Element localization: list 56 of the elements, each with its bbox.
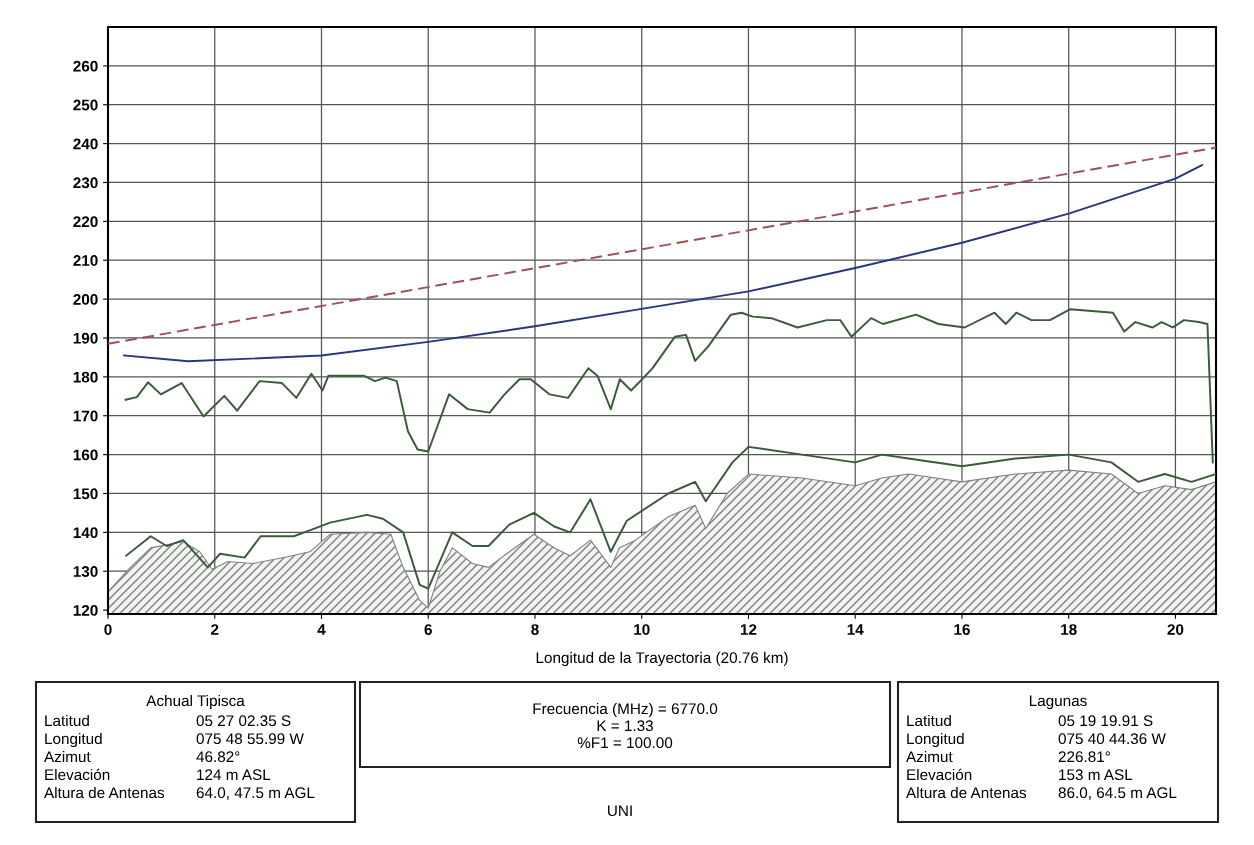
y-tick-label: 150 [73,488,98,500]
text: 226.81° [1058,751,1110,763]
x-tick-label: 4 [317,624,326,635]
line-series [125,445,1216,590]
text: Longitud [45,732,102,748]
text: Longitud [907,732,964,748]
x-tick-label: 0 [104,624,112,635]
x-tick-label: 16 [954,624,970,635]
text: 075 48 55.99 W [196,733,304,745]
y-tick-label: 120 [73,604,98,616]
y-tick-label: 220 [73,216,98,228]
text: Lagunas [1029,695,1087,710]
text: K = 1.33 [597,720,653,732]
x-tick-label: 14 [847,624,864,635]
y-tick-label: 170 [73,410,98,422]
y-tick-label: 180 [73,371,98,383]
x-tick-label: 12 [740,624,757,635]
y-tick-label: 140 [73,527,98,539]
text: 075 40 44.36 W [1058,733,1166,745]
text: Elevación [907,768,972,781]
text: Azimut [906,750,953,763]
text: Azimut [44,750,91,763]
text: 05 19 19.91 S [1058,715,1153,727]
text: 64.0, 47.5 m AGL [196,787,315,800]
text: Frecuencia (MHz) = 6770.0 [533,702,718,718]
text: 05 27 02.35 S [196,715,291,727]
y-tick-label: 260 [73,60,98,72]
y-tick-label: 200 [73,293,98,305]
text: 86.0, 64.5 m AGL [1058,787,1177,800]
text: 153 m ASL [1059,769,1133,781]
text: Altura de Antenas [906,786,1027,799]
y-tick-label: 240 [73,138,98,150]
y-tick-label: 130 [73,566,98,577]
y-tick-label: 210 [73,255,98,266]
y-tick-label: 250 [73,99,98,111]
text: 124 m ASL [197,769,271,781]
text: 46.82° [196,751,240,763]
x-tick-label: 20 [1167,624,1184,635]
x-tick-label: 6 [424,624,432,635]
text: UNI [608,805,632,817]
y-tick-label: 230 [73,177,98,189]
y-tick-label: 190 [73,332,98,344]
text: Latitud [45,714,89,727]
x-tick-label: 2 [211,624,219,635]
x-tick-label: 10 [634,624,650,635]
x-tick-label: 18 [1061,624,1077,635]
text: Latitud [907,714,951,727]
text: Altura de Antenas [44,786,165,799]
y-tick-label: 160 [73,449,98,461]
line-series [123,164,1204,363]
text: Elevación [45,768,110,781]
x-axis-title: Longitud de la Trayectoria (20.76 km) [536,651,788,667]
text: %F1 = 100.00 [577,737,673,749]
x-tick-label: 8 [531,624,539,635]
line-series [124,308,1214,464]
text: Achual Tipisca [146,694,245,710]
